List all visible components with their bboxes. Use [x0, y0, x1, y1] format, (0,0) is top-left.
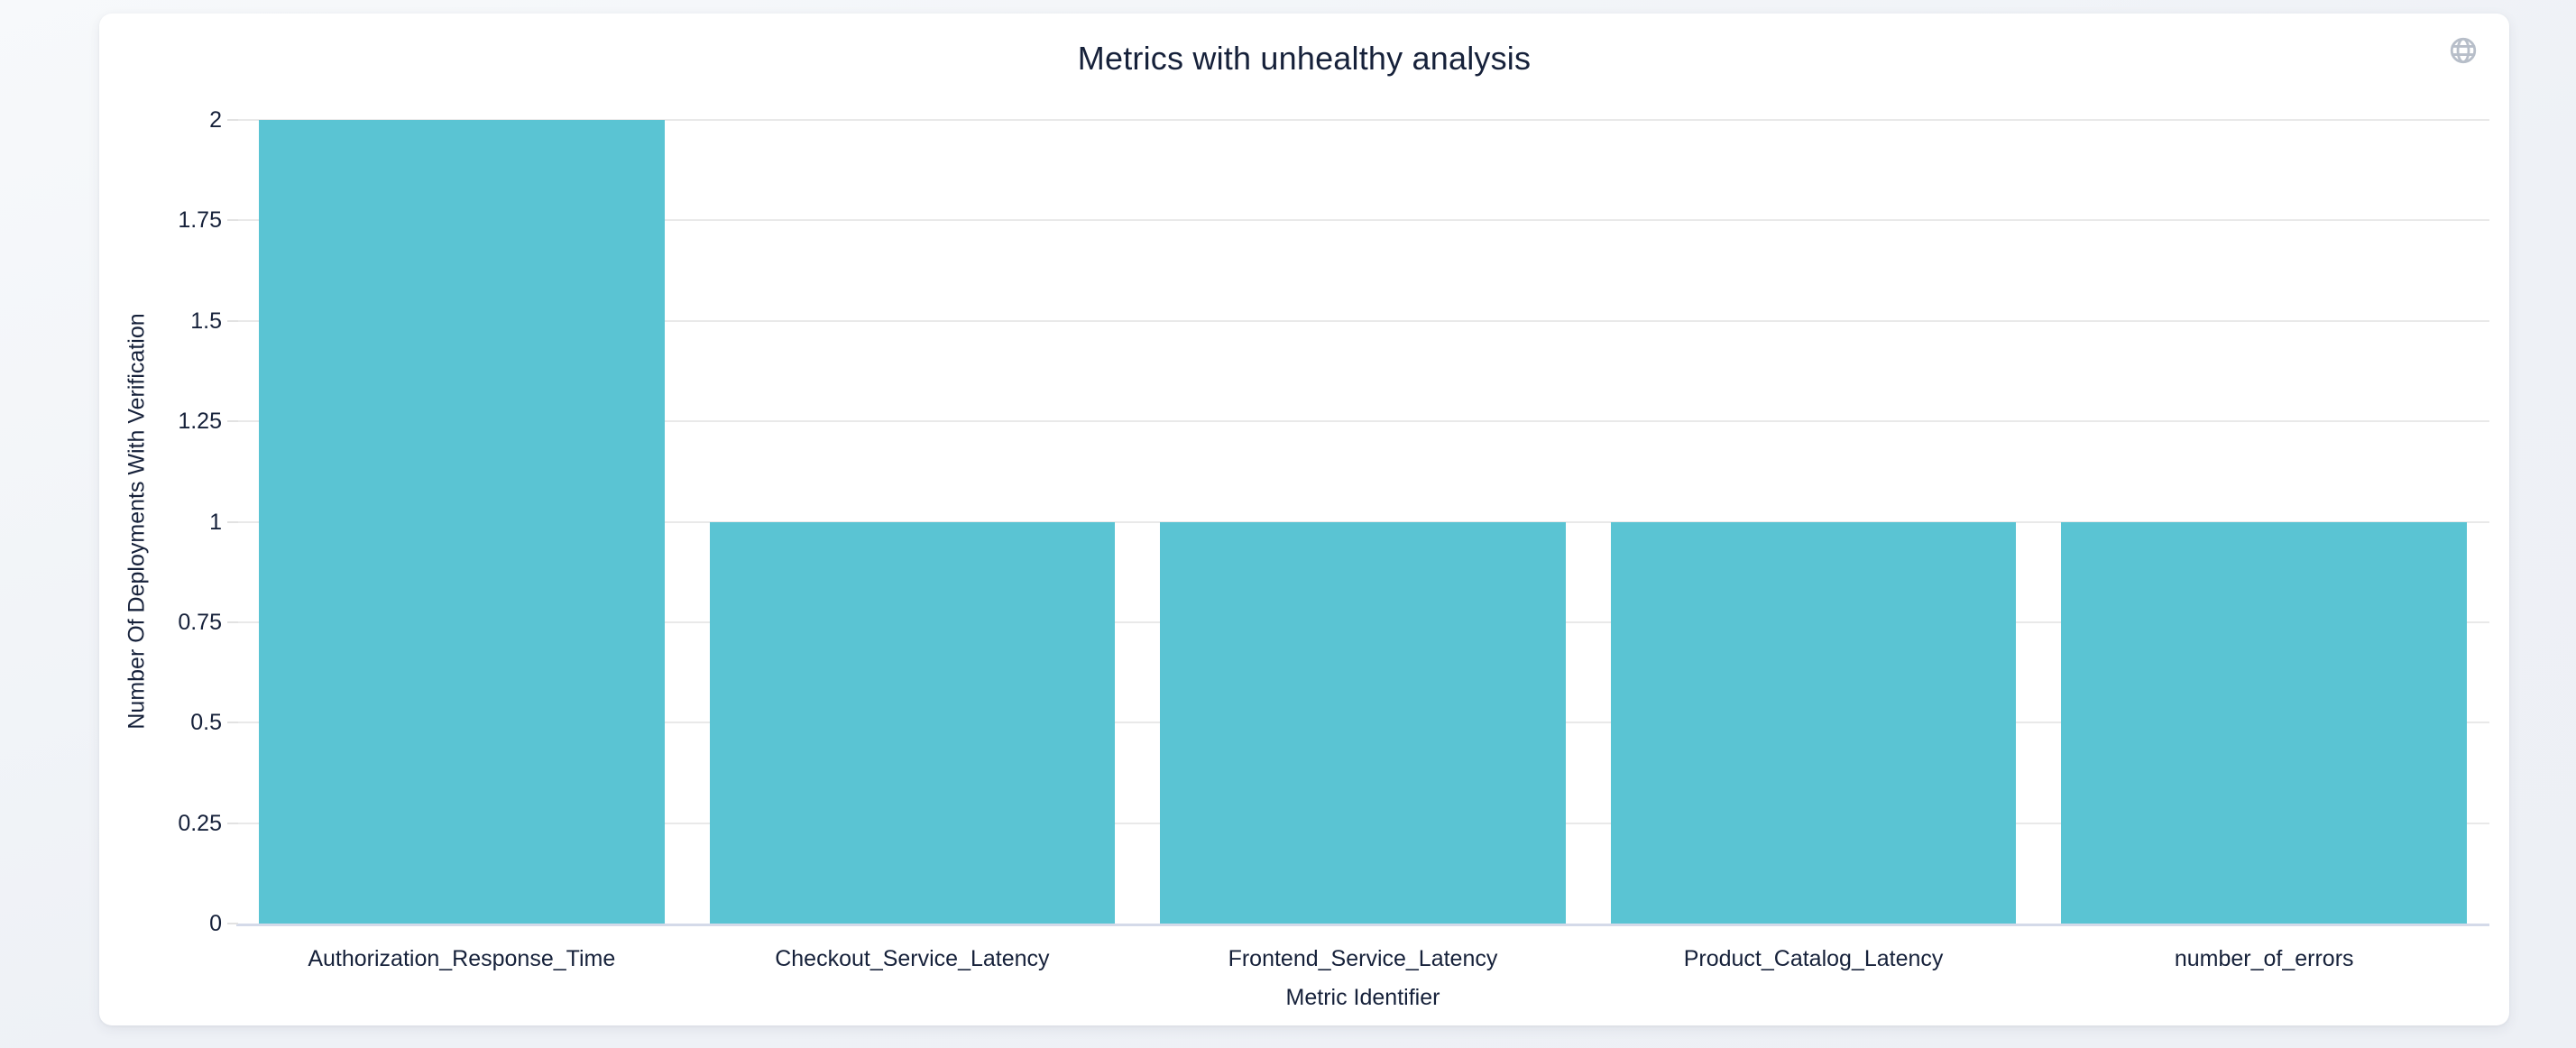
plot-area	[236, 119, 2489, 926]
x-axis-label: Frontend_Service_Latency	[1228, 946, 1498, 971]
bar[interactable]	[258, 120, 665, 924]
bars-layer	[236, 120, 2489, 924]
chart-panel: Metrics with unhealthy analysis Number O…	[99, 14, 2509, 1025]
y-axis-tick-labels: 0 0.25 0.5 0.75 1 1.25 1.5 1.75 2	[99, 107, 222, 936]
y-tick-label: 0.5	[190, 710, 222, 736]
gridline	[236, 319, 2489, 322]
y-tick-label: 1.5	[190, 308, 222, 334]
gridline	[236, 119, 2489, 121]
bar-slot	[1137, 120, 1588, 924]
y-tick-mark	[227, 923, 238, 924]
x-axis-label: number_of_errors	[2174, 946, 2354, 971]
bar-slot	[687, 120, 1138, 924]
y-tick-label: 1	[209, 509, 222, 535]
x-axis-label: Checkout_Service_Latency	[775, 946, 1050, 971]
y-tick-mark	[227, 822, 238, 824]
y-tick-mark	[227, 119, 238, 121]
x-axis-label: Product_Catalog_Latency	[1683, 946, 1944, 971]
y-tick-mark	[227, 621, 238, 623]
y-tick-mark	[227, 420, 238, 423]
y-tick-label: 1.25	[178, 409, 222, 435]
globe-icon[interactable]	[2448, 35, 2479, 66]
y-axis-tick-marks	[227, 119, 238, 924]
y-tick-label: 0	[209, 911, 222, 936]
y-tick-label: 2	[209, 107, 222, 133]
y-tick-label: 1.75	[178, 207, 222, 234]
bar[interactable]	[2061, 521, 2467, 924]
x-axis-line	[236, 924, 2489, 926]
gridline	[236, 420, 2489, 423]
x-axis-label: Authorization_Response_Time	[308, 946, 616, 971]
bar-slot	[236, 120, 687, 924]
y-tick-label: 0.25	[178, 810, 222, 836]
bar-slot	[2038, 120, 2489, 924]
bar[interactable]	[1160, 521, 1566, 924]
bar[interactable]	[709, 521, 1116, 924]
x-axis-title: Metric Identifier	[1285, 985, 1440, 1010]
bar[interactable]	[1610, 521, 2017, 924]
y-tick-label: 0.75	[178, 609, 222, 635]
bar-slot	[1588, 120, 2039, 924]
y-tick-mark	[227, 319, 238, 322]
chart-title: Metrics with unhealthy analysis	[1077, 40, 1532, 77]
gridline	[236, 219, 2489, 222]
y-tick-mark	[227, 219, 238, 222]
x-axis-labels: Authorization_Response_Time Checkout_Serv…	[236, 945, 2489, 972]
y-tick-mark	[227, 520, 238, 523]
y-tick-mark	[227, 722, 238, 724]
